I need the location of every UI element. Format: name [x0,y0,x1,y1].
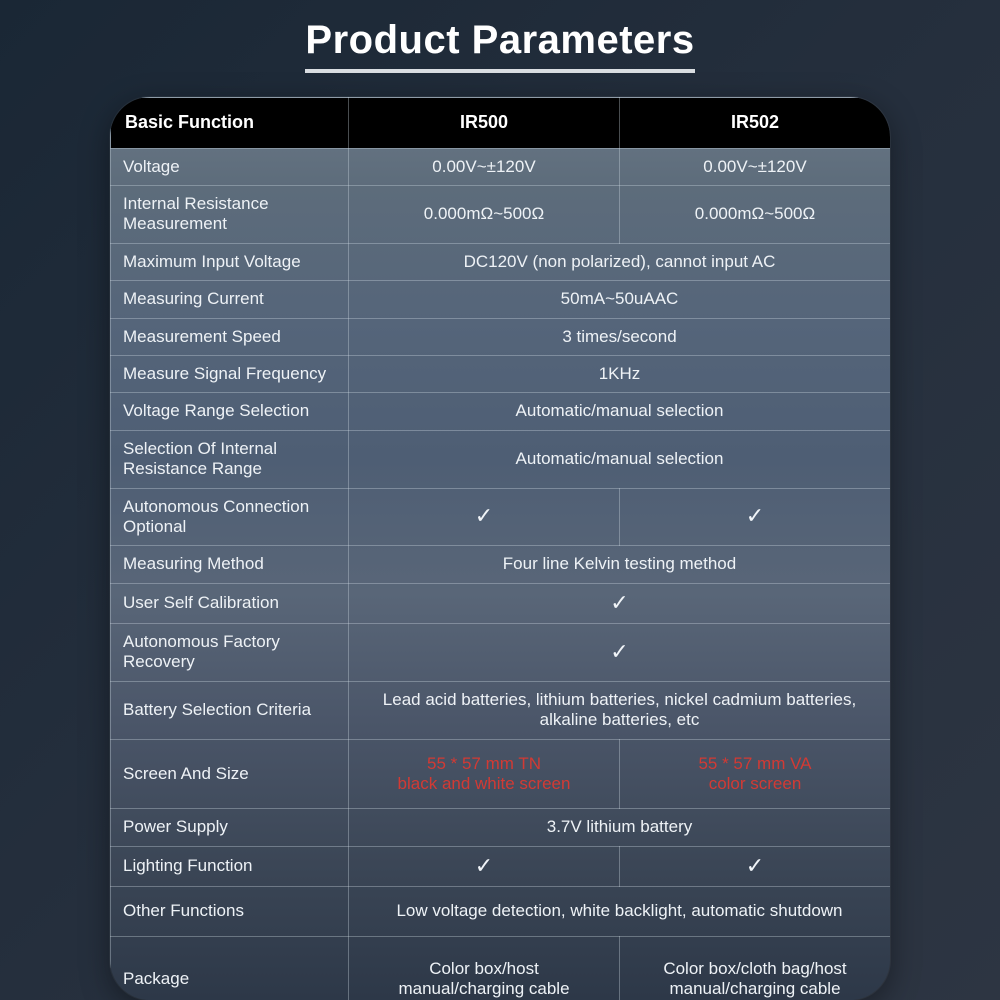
table-row: Screen And Size55 * 57 mm TNblack and wh… [111,739,891,809]
row-value-col2: Color box/cloth bag/hostmanual/charging … [620,936,891,1000]
row-value-col2: 0.000mΩ~500Ω [620,185,891,243]
header-col2: IR502 [620,98,891,149]
row-label: Power Supply [111,809,349,846]
row-value-col1: Color box/hostmanual/charging cable [349,936,620,1000]
row-value-col1: 0.000mΩ~500Ω [349,185,620,243]
row-label: Measuring Method [111,546,349,583]
row-value: Automatic/manual selection [349,393,891,430]
row-label: Maximum Input Voltage [111,243,349,280]
row-value-col1: 55 * 57 mm TNblack and white screen [349,739,620,809]
row-value-col2: ✓ [620,846,891,886]
table-row: Lighting Function ✓ ✓ [111,846,891,886]
table-row: Maximum Input VoltageDC120V (non polariz… [111,243,891,280]
row-label: Selection Of Internal Resistance Range [111,430,349,488]
check-icon: ✓ [475,855,493,877]
row-label: User Self Calibration [111,583,349,623]
table-row: User Self Calibration ✓ [111,583,891,623]
table-row: Measuring Current50mA~50uAAC [111,281,891,318]
table-row: Voltage Range SelectionAutomatic/manual … [111,393,891,430]
row-value-col2: 55 * 57 mm VAcolor screen [620,739,891,809]
row-label: Measurement Speed [111,318,349,355]
row-value: Lead acid batteries, lithium batteries, … [349,681,891,739]
row-label: Autonomous Connection Optional [111,488,349,546]
row-label: Lighting Function [111,846,349,886]
table-row: PackageColor box/hostmanual/charging cab… [111,936,891,1000]
row-value: Four line Kelvin testing method [349,546,891,583]
row-value: Low voltage detection, white backlight, … [349,887,891,936]
table-row: Autonomous Factory Recovery ✓ [111,624,891,682]
check-icon: ✓ [610,641,628,663]
table-row: Voltage0.00V~±120V0.00V~±120V [111,148,891,185]
table-row: Battery Selection CriteriaLead acid batt… [111,681,891,739]
table-row: Measure Signal Frequency1KHz [111,355,891,392]
table-row: Autonomous Connection Optional ✓ ✓ [111,488,891,546]
row-label: Autonomous Factory Recovery [111,624,349,682]
row-label: Screen And Size [111,739,349,809]
row-label: Voltage Range Selection [111,393,349,430]
check-icon: ✓ [610,592,628,614]
row-label: Measuring Current [111,281,349,318]
row-value-col1: ✓ [349,488,620,546]
row-value: 50mA~50uAAC [349,281,891,318]
row-value-col2: ✓ [620,488,891,546]
table-row: Measuring MethodFour line Kelvin testing… [111,546,891,583]
row-label: Battery Selection Criteria [111,681,349,739]
check-icon: ✓ [746,505,764,527]
row-label: Voltage [111,148,349,185]
parameters-card: Basic Function IR500 IR502 Voltage0.00V~… [110,97,890,1000]
row-value: ✓ [349,583,891,623]
row-value: 3 times/second [349,318,891,355]
row-label: Other Functions [111,887,349,936]
row-value-col1: 0.00V~±120V [349,148,620,185]
row-value: Automatic/manual selection [349,430,891,488]
table-row: Other FunctionsLow voltage detection, wh… [111,887,891,936]
table-row: Measurement Speed3 times/second [111,318,891,355]
row-value: 1KHz [349,355,891,392]
check-icon: ✓ [746,855,764,877]
row-value: 3.7V lithium battery [349,809,891,846]
table-row: Selection Of Internal Resistance RangeAu… [111,430,891,488]
page-title: Product Parameters [305,18,694,73]
row-label: Package [111,936,349,1000]
header-label: Basic Function [111,98,349,149]
parameters-table: Basic Function IR500 IR502 Voltage0.00V~… [110,97,890,1000]
table-row: Power Supply3.7V lithium battery [111,809,891,846]
table-header-row: Basic Function IR500 IR502 [111,98,891,149]
header-col1: IR500 [349,98,620,149]
table-row: Internal Resistance Measurement0.000mΩ~5… [111,185,891,243]
row-label: Internal Resistance Measurement [111,185,349,243]
row-value: DC120V (non polarized), cannot input AC [349,243,891,280]
row-value-col2: 0.00V~±120V [620,148,891,185]
row-value-col1: ✓ [349,846,620,886]
row-label: Measure Signal Frequency [111,355,349,392]
row-value: ✓ [349,624,891,682]
check-icon: ✓ [475,505,493,527]
